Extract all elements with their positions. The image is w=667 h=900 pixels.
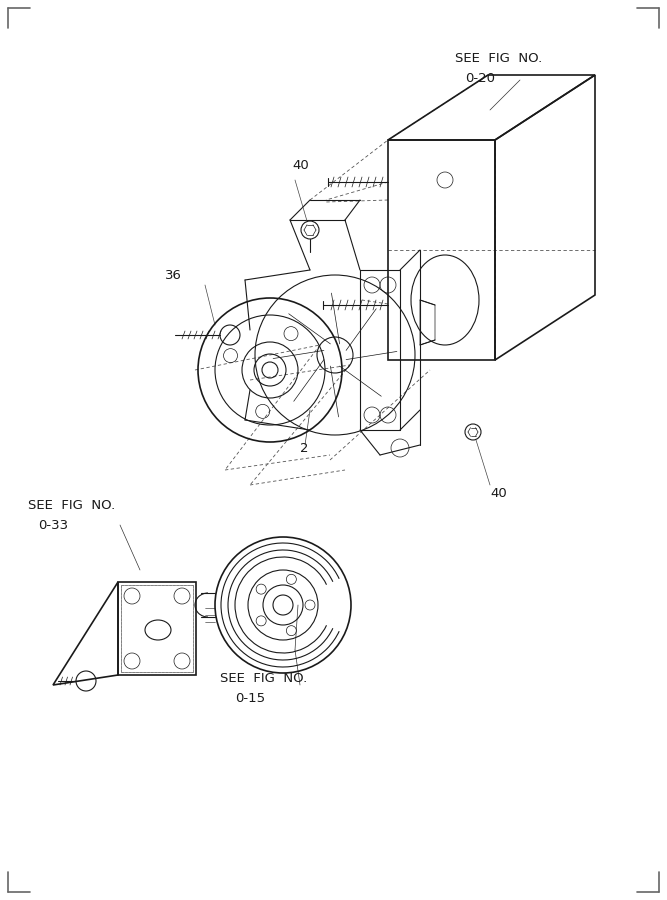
Text: 0-15: 0-15 [235, 692, 265, 705]
Text: SEE  FIG  NO.: SEE FIG NO. [28, 499, 115, 512]
Text: 40: 40 [490, 487, 507, 500]
Text: 2: 2 [300, 442, 309, 455]
Text: 0-33: 0-33 [38, 519, 68, 532]
Text: SEE  FIG  NO.: SEE FIG NO. [455, 52, 542, 65]
Text: 40: 40 [292, 159, 309, 172]
Text: 36: 36 [165, 269, 182, 282]
Text: 0-20: 0-20 [465, 72, 495, 85]
Text: SEE  FIG  NO.: SEE FIG NO. [220, 672, 307, 685]
